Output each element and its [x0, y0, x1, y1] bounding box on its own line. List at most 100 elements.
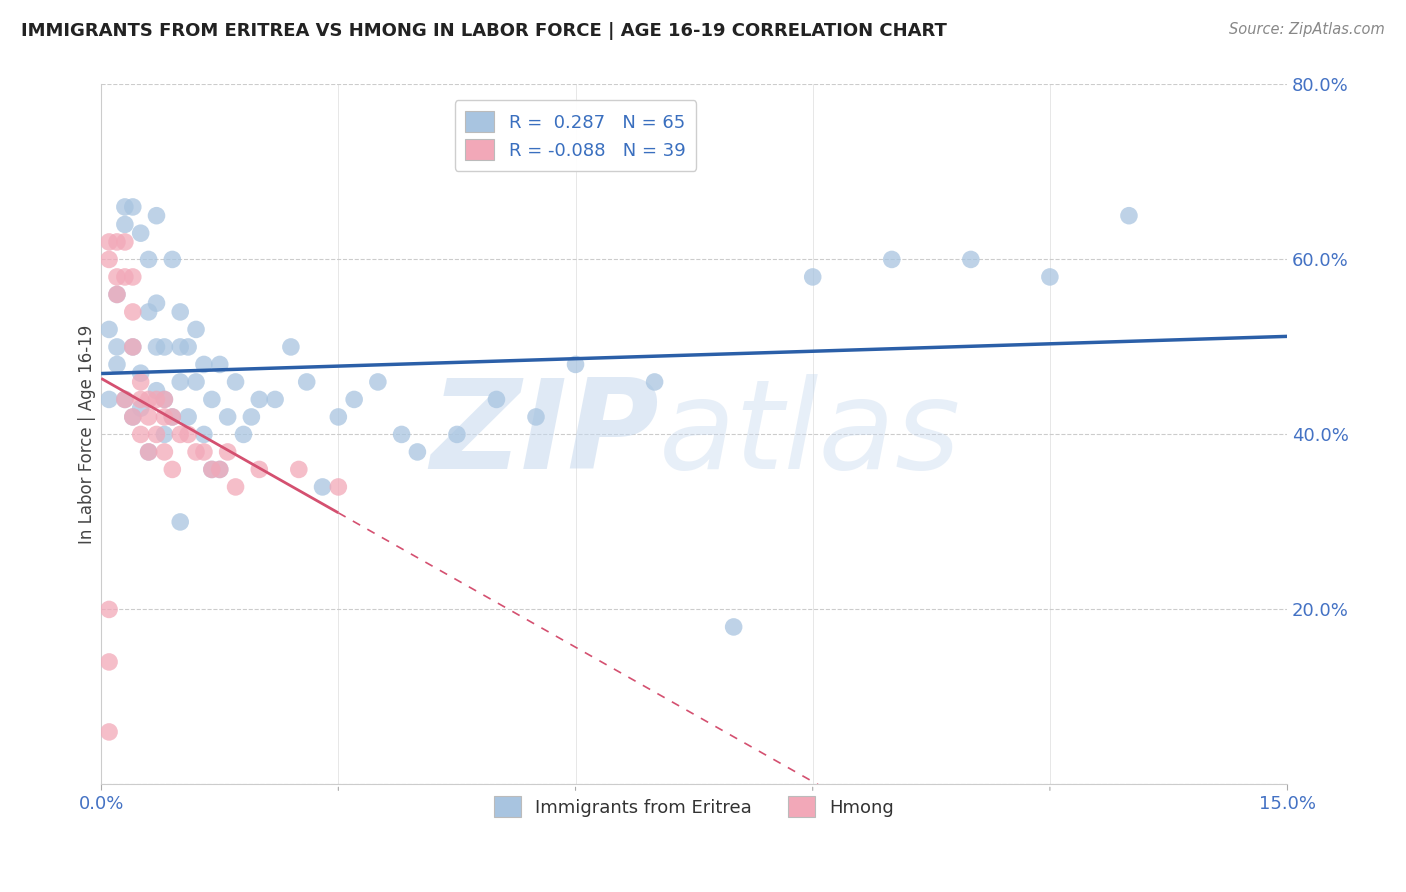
Point — [121, 340, 143, 354]
Point — [121, 305, 143, 319]
Point — [723, 620, 745, 634]
Legend: Immigrants from Eritrea, Hmong: Immigrants from Eritrea, Hmong — [486, 789, 901, 824]
Point — [105, 287, 128, 301]
Point — [959, 252, 981, 267]
Point — [129, 366, 152, 380]
Point — [105, 235, 128, 249]
Point — [145, 340, 167, 354]
Point — [485, 392, 508, 407]
Point — [177, 340, 200, 354]
Point — [98, 602, 121, 616]
Point — [114, 269, 136, 284]
Point — [328, 480, 350, 494]
Point — [288, 462, 311, 476]
Point — [201, 462, 224, 476]
Point — [121, 269, 143, 284]
Point — [145, 392, 167, 407]
Point — [145, 427, 167, 442]
Point — [367, 375, 389, 389]
Point — [201, 392, 224, 407]
Point — [225, 375, 247, 389]
Point — [295, 375, 318, 389]
Point — [391, 427, 413, 442]
Point — [644, 375, 666, 389]
Point — [564, 358, 586, 372]
Point — [129, 401, 152, 416]
Point — [105, 287, 128, 301]
Point — [145, 296, 167, 310]
Point — [153, 427, 176, 442]
Point — [162, 409, 184, 424]
Point — [177, 409, 200, 424]
Point — [162, 409, 184, 424]
Point — [524, 409, 547, 424]
Point — [446, 427, 468, 442]
Point — [114, 235, 136, 249]
Point — [343, 392, 366, 407]
Point — [129, 226, 152, 240]
Point — [121, 409, 143, 424]
Point — [225, 480, 247, 494]
Point — [240, 409, 263, 424]
Text: ZIP: ZIP — [430, 374, 658, 495]
Point — [129, 392, 152, 407]
Point — [1039, 269, 1062, 284]
Point — [114, 392, 136, 407]
Point — [138, 305, 160, 319]
Point — [121, 200, 143, 214]
Text: Source: ZipAtlas.com: Source: ZipAtlas.com — [1229, 22, 1385, 37]
Point — [153, 340, 176, 354]
Point — [217, 409, 239, 424]
Point — [801, 269, 824, 284]
Point — [114, 392, 136, 407]
Point — [247, 462, 270, 476]
Point — [129, 427, 152, 442]
Point — [162, 252, 184, 267]
Point — [105, 358, 128, 372]
Point — [98, 252, 121, 267]
Point — [138, 445, 160, 459]
Point — [153, 409, 176, 424]
Point — [98, 392, 121, 407]
Point — [98, 725, 121, 739]
Point — [129, 375, 152, 389]
Point — [177, 427, 200, 442]
Point — [184, 445, 207, 459]
Point — [880, 252, 903, 267]
Point — [406, 445, 429, 459]
Text: IMMIGRANTS FROM ERITREA VS HMONG IN LABOR FORCE | AGE 16-19 CORRELATION CHART: IMMIGRANTS FROM ERITREA VS HMONG IN LABO… — [21, 22, 948, 40]
Point — [153, 445, 176, 459]
Point — [121, 409, 143, 424]
Point — [153, 392, 176, 407]
Point — [98, 322, 121, 336]
Point — [105, 269, 128, 284]
Point — [264, 392, 287, 407]
Point — [193, 427, 215, 442]
Point — [208, 462, 231, 476]
Point — [193, 445, 215, 459]
Point — [153, 392, 176, 407]
Point — [169, 427, 191, 442]
Point — [232, 427, 254, 442]
Point — [121, 340, 143, 354]
Point — [114, 218, 136, 232]
Point — [138, 409, 160, 424]
Point — [208, 358, 231, 372]
Point — [184, 375, 207, 389]
Point — [169, 340, 191, 354]
Text: atlas: atlas — [658, 374, 960, 495]
Point — [169, 515, 191, 529]
Point — [184, 322, 207, 336]
Point — [247, 392, 270, 407]
Point — [217, 445, 239, 459]
Y-axis label: In Labor Force | Age 16-19: In Labor Force | Age 16-19 — [79, 325, 96, 544]
Point — [98, 655, 121, 669]
Point — [201, 462, 224, 476]
Point — [1118, 209, 1140, 223]
Point — [280, 340, 302, 354]
Point — [169, 375, 191, 389]
Point — [169, 305, 191, 319]
Point — [145, 384, 167, 398]
Point — [208, 462, 231, 476]
Point — [105, 340, 128, 354]
